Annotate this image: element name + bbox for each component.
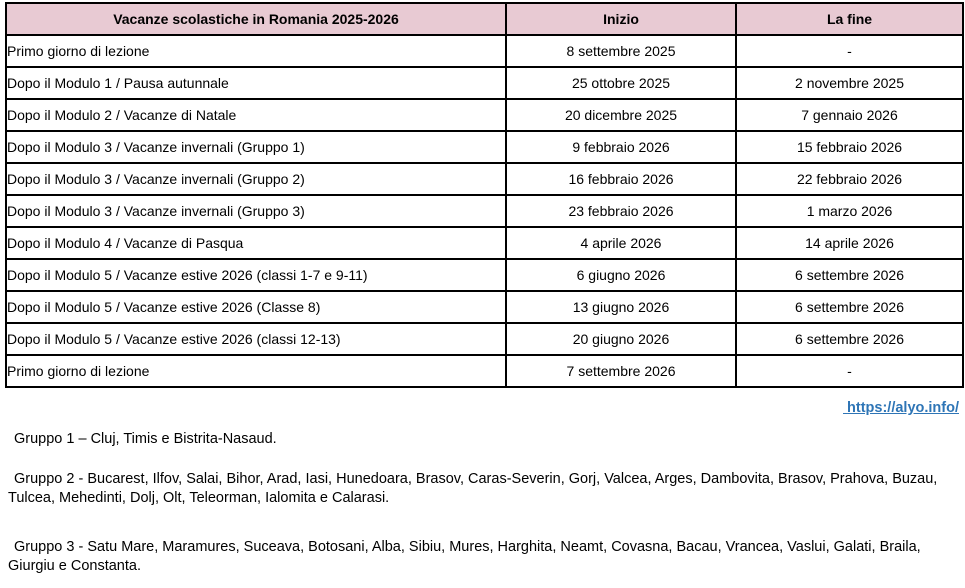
end-date-cell: 6 settembre 2026 [735,258,964,292]
vacation-name-cell: Dopo il Modulo 3 / Vacanze invernali (Gr… [5,130,507,164]
vacation-table: Vacanze scolastiche in Romania 2025-2026… [5,2,964,388]
end-date-cell: 6 settembre 2026 [735,322,964,356]
alyo-link[interactable]: https://alyo.info/ [847,400,959,416]
end-date-cell: - [735,354,964,388]
end-date-cell: 22 febbraio 2026 [735,162,964,196]
end-date-cell: - [735,34,964,68]
start-date-cell: 9 febbraio 2026 [505,130,737,164]
header-inizio: Inizio [505,2,737,36]
vacation-name-cell: Primo giorno di lezione [5,354,507,388]
start-date-cell: 13 giugno 2026 [505,290,737,324]
table-row: Dopo il Modulo 3 / Vacanze invernali (Gr… [5,130,964,164]
vacation-name-cell: Dopo il Modulo 3 / Vacanze invernali (Gr… [5,162,507,196]
note-gruppo-3: Gruppo 3 - Satu Mare, Maramures, Suceava… [8,539,921,574]
start-date-cell: 25 ottobre 2025 [505,66,737,100]
start-date-cell: 7 settembre 2026 [505,354,737,388]
table-row: Dopo il Modulo 3 / Vacanze invernali (Gr… [5,194,964,228]
start-date-cell: 8 settembre 2025 [505,34,737,68]
end-date-cell: 6 settembre 2026 [735,290,964,324]
start-date-cell: 4 aprile 2026 [505,226,737,260]
table-row: Dopo il Modulo 2 / Vacanze di Natale 20 d… [5,98,964,132]
table-row: Dopo il Modulo 1 / Pausa autunnale 25 ott… [5,66,964,100]
end-date-cell: 15 febbraio 2026 [735,130,964,164]
vacation-name-cell: Dopo il Modulo 3 / Vacanze invernali (Gr… [5,194,507,228]
start-date-cell: 16 febbraio 2026 [505,162,737,196]
vacation-name-cell: Dopo il Modulo 4 / Vacanze di Pasqua [5,226,507,260]
start-date-cell: 20 giugno 2026 [505,322,737,356]
table-body: Primo giorno di lezione 8 settembre 2025-… [5,34,964,388]
vacation-name-cell: Dopo il Modulo 1 / Pausa autunnale [5,66,507,100]
table-row: Primo giorno di lezione 7 settembre 2026- [5,354,964,388]
header-title: Vacanze scolastiche in Romania 2025-2026 [5,2,507,36]
end-date-cell: 2 novembre 2025 [735,66,964,100]
table-row: Dopo il Modulo 5 / Vacanze estive 2026 (… [5,290,964,324]
note-gruppo-2: Gruppo 2 - Bucarest, Ilfov, Salai, Bihor… [8,471,938,506]
table-row: Dopo il Modulo 5 / Vacanze estive 2026 (… [5,258,964,292]
link-line: https://alyo.info/ [0,399,959,418]
start-date-cell: 23 febbraio 2026 [505,194,737,228]
end-date-cell: 14 aprile 2026 [735,226,964,260]
start-date-cell: 20 dicembre 2025 [505,98,737,132]
table-row: Dopo il Modulo 4 / Vacanze di Pasqua 4 ap… [5,226,964,260]
note-gruppo-1: Gruppo 1 – Cluj, Timis e Bistrita-Nasaud… [14,431,277,447]
table-row: Dopo il Modulo 5 / Vacanze estive 2026 (… [5,322,964,356]
start-date-cell: 6 giugno 2026 [505,258,737,292]
table-header-row: Vacanze scolastiche in Romania 2025-2026… [5,2,964,36]
vacation-name-cell: Dopo il Modulo 5 / Vacanze estive 2026 (… [5,322,507,356]
table-row: Dopo il Modulo 3 / Vacanze invernali (Gr… [5,162,964,196]
end-date-cell: 1 marzo 2026 [735,194,964,228]
vacation-name-cell: Dopo il Modulo 2 / Vacanze di Natale [5,98,507,132]
header-la-fine: La fine [735,2,964,36]
end-date-cell: 7 gennaio 2026 [735,98,964,132]
vacation-name-cell: Dopo il Modulo 5 / Vacanze estive 2026 (… [5,258,507,292]
vacation-name-cell: Dopo il Modulo 5 / Vacanze estive 2026 (… [5,290,507,324]
vacation-name-cell: Primo giorno di lezione [5,34,507,68]
table-row: Primo giorno di lezione 8 settembre 2025- [5,34,964,68]
